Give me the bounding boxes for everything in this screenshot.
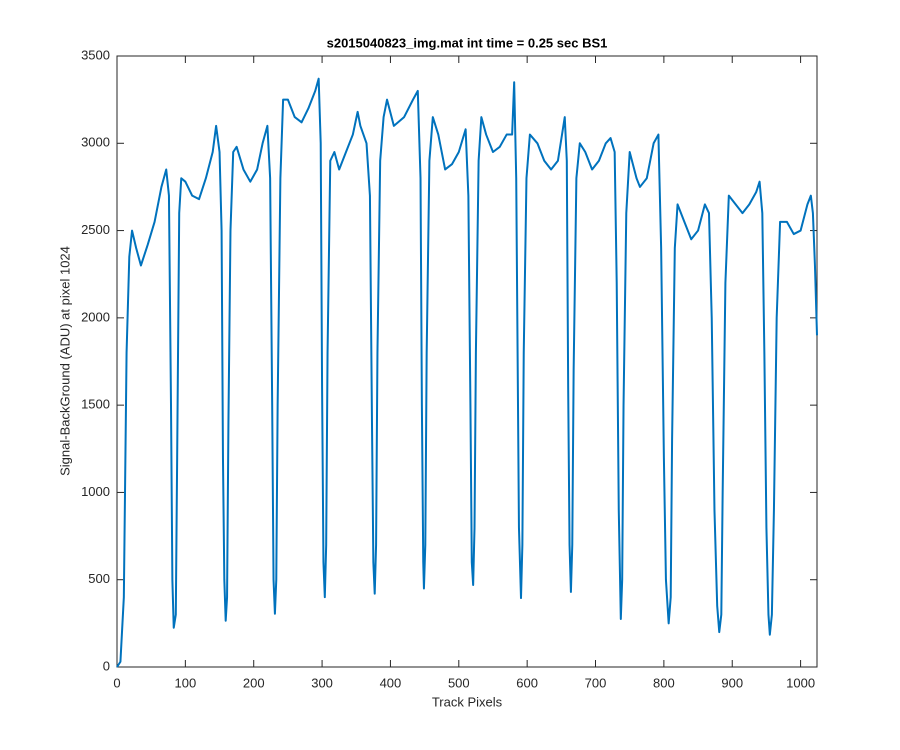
x-tick-label: 400 [380, 675, 402, 690]
x-tick-label: 0 [113, 675, 120, 690]
y-tick-label: 1500 [81, 397, 110, 412]
x-tick-label: 600 [516, 675, 538, 690]
x-tick-label: 300 [311, 675, 333, 690]
y-tick-label: 500 [88, 571, 110, 586]
x-axis-label: Track Pixels [432, 694, 503, 709]
x-tick-label: 200 [243, 675, 265, 690]
y-axis-label: Signal-BackGround (ADU) at pixel 1024 [57, 246, 72, 476]
x-tick-label: 100 [175, 675, 197, 690]
plot-box [116, 55, 818, 668]
y-tick-label: 0 [103, 658, 110, 673]
x-tick-label: 900 [721, 675, 743, 690]
x-tick-label: 800 [653, 675, 675, 690]
x-tick-label: 500 [448, 675, 470, 690]
x-tick-label: 700 [585, 675, 607, 690]
y-tick-label: 2500 [81, 222, 110, 237]
data-line [116, 77, 818, 668]
y-tick-label: 1000 [81, 484, 110, 499]
y-tick-label: 3000 [81, 135, 110, 150]
chart-title: s2015040823_img.mat int time = 0.25 sec … [327, 35, 608, 50]
y-tick-label: 3500 [81, 47, 110, 62]
x-tick-label: 1000 [786, 675, 815, 690]
y-tick-label: 2000 [81, 309, 110, 324]
